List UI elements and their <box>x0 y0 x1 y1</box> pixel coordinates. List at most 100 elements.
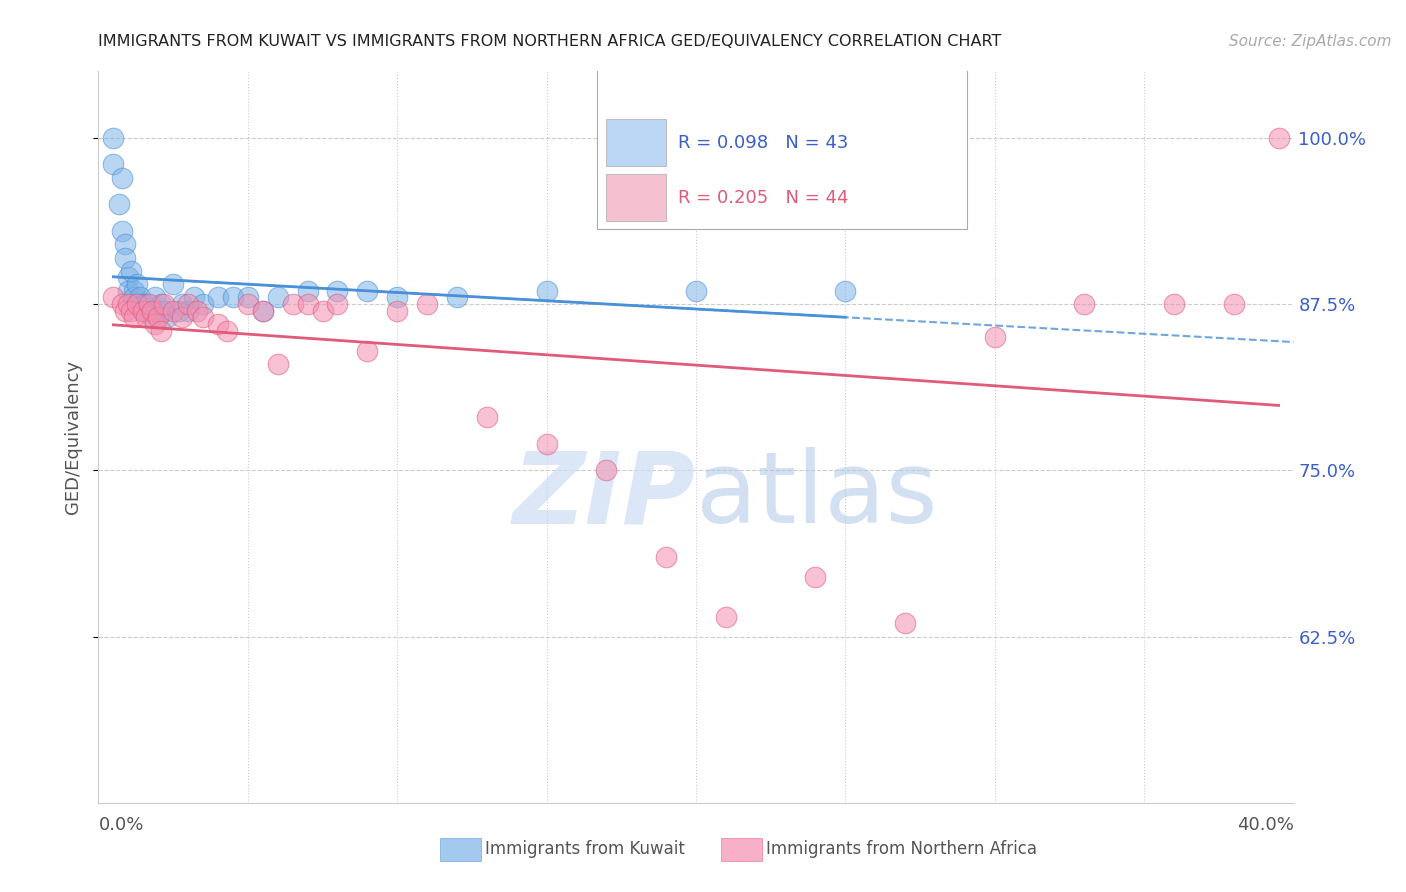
Point <box>148 303 170 318</box>
Point <box>326 297 349 311</box>
Point <box>132 303 155 318</box>
Point <box>143 290 166 304</box>
Text: ZIP: ZIP <box>513 447 696 544</box>
Point <box>177 303 200 318</box>
Point <box>894 616 917 631</box>
Point <box>595 463 617 477</box>
Point <box>124 310 146 325</box>
Point <box>127 277 149 292</box>
Point <box>117 270 139 285</box>
Point <box>150 297 173 311</box>
Point <box>138 303 160 318</box>
Point <box>1163 297 1185 311</box>
Point <box>120 264 142 278</box>
Point <box>141 303 163 318</box>
Text: IMMIGRANTS FROM KUWAIT VS IMMIGRANTS FROM NORTHERN AFRICA GED/EQUIVALENCY CORREL: IMMIGRANTS FROM KUWAIT VS IMMIGRANTS FRO… <box>98 34 1002 49</box>
Point <box>132 297 155 311</box>
Point <box>1267 131 1289 145</box>
Point <box>191 310 214 325</box>
Point <box>114 303 136 318</box>
Point <box>385 303 409 318</box>
Point <box>385 290 409 304</box>
Point <box>215 324 238 338</box>
Point <box>124 284 146 298</box>
Point <box>1223 297 1246 311</box>
Point <box>267 357 290 371</box>
Text: R = 0.205   N = 44: R = 0.205 N = 44 <box>678 188 849 207</box>
Point <box>114 237 136 252</box>
Point <box>191 297 214 311</box>
Point <box>177 297 200 311</box>
Point <box>297 284 319 298</box>
Point <box>1073 297 1095 311</box>
Point <box>714 609 737 624</box>
Point <box>236 297 259 311</box>
Point <box>135 297 157 311</box>
Point <box>103 157 125 171</box>
Point <box>685 284 707 298</box>
Text: R = 0.098   N = 43: R = 0.098 N = 43 <box>678 134 848 152</box>
Text: 0.0%: 0.0% <box>98 815 143 833</box>
Point <box>475 410 498 425</box>
FancyBboxPatch shape <box>606 174 666 221</box>
Point <box>117 297 139 311</box>
Point <box>416 297 439 311</box>
Point <box>114 251 136 265</box>
Point <box>252 303 274 318</box>
Y-axis label: GED/Equivalency: GED/Equivalency <box>63 360 82 514</box>
Point <box>356 284 378 298</box>
Text: Immigrants from Northern Africa: Immigrants from Northern Africa <box>766 840 1038 858</box>
Point <box>222 290 245 304</box>
Point <box>183 290 205 304</box>
FancyBboxPatch shape <box>596 68 967 228</box>
Point <box>124 290 146 304</box>
Point <box>129 290 152 304</box>
Point <box>103 290 125 304</box>
Point <box>326 284 349 298</box>
Point <box>536 436 558 450</box>
Text: 40.0%: 40.0% <box>1237 815 1294 833</box>
Point <box>311 303 333 318</box>
Point <box>141 310 163 325</box>
Point <box>984 330 1007 344</box>
Point <box>207 290 229 304</box>
Text: Source: ZipAtlas.com: Source: ZipAtlas.com <box>1229 34 1392 49</box>
Point <box>162 277 184 292</box>
Point <box>111 224 134 238</box>
Point <box>446 290 468 304</box>
Point <box>356 343 378 358</box>
Point <box>655 549 678 564</box>
Point <box>536 284 558 298</box>
Point <box>117 284 139 298</box>
Point <box>111 170 134 185</box>
Point <box>138 297 160 311</box>
FancyBboxPatch shape <box>606 119 666 167</box>
Point <box>172 310 194 325</box>
Point <box>153 297 176 311</box>
Point <box>267 290 290 304</box>
Point <box>111 297 134 311</box>
Text: Immigrants from Kuwait: Immigrants from Kuwait <box>485 840 685 858</box>
Point <box>132 303 155 318</box>
Point <box>162 303 184 318</box>
Point <box>281 297 304 311</box>
Point <box>804 570 827 584</box>
Point <box>103 131 125 145</box>
Point <box>834 284 856 298</box>
Point <box>120 303 142 318</box>
Point <box>252 303 274 318</box>
Point <box>143 317 166 331</box>
Point <box>172 297 194 311</box>
Point <box>108 197 131 211</box>
Point <box>127 297 149 311</box>
Point <box>236 290 259 304</box>
Point <box>167 303 190 318</box>
Text: atlas: atlas <box>696 447 938 544</box>
Point <box>150 324 173 338</box>
Point <box>186 303 208 318</box>
Point <box>297 297 319 311</box>
Point <box>207 317 229 331</box>
Point <box>156 310 179 325</box>
Point <box>135 310 157 325</box>
Point <box>153 303 176 318</box>
